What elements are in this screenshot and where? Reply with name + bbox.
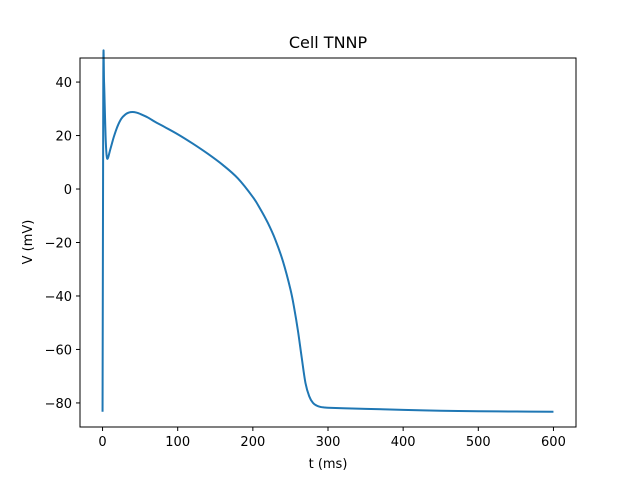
series-line-voltage: [101, 49, 554, 413]
y-tick-label: 20: [55, 130, 72, 145]
plot-frame: [79, 57, 577, 428]
y-tick-label: −20: [45, 237, 72, 252]
x-tick-label: 300: [316, 435, 341, 450]
x-tick-label: 200: [240, 435, 265, 450]
x-axis-label: t (ms): [309, 457, 348, 472]
chart-title: Cell TNNP: [289, 33, 368, 52]
y-tick-label: 0: [64, 183, 72, 198]
y-tick-label: −80: [45, 397, 72, 412]
x-tick-label: 100: [165, 435, 190, 450]
x-tick-label: 0: [98, 435, 106, 450]
y-tick-label: 40: [55, 76, 72, 91]
y-tick-label: −60: [45, 343, 72, 358]
x-tick-label: 400: [391, 435, 416, 450]
y-axis-label: V (mV): [21, 220, 36, 265]
y-tick-label: −40: [45, 290, 72, 305]
x-tick-label: 600: [541, 435, 566, 450]
x-tick-label: 500: [466, 435, 491, 450]
